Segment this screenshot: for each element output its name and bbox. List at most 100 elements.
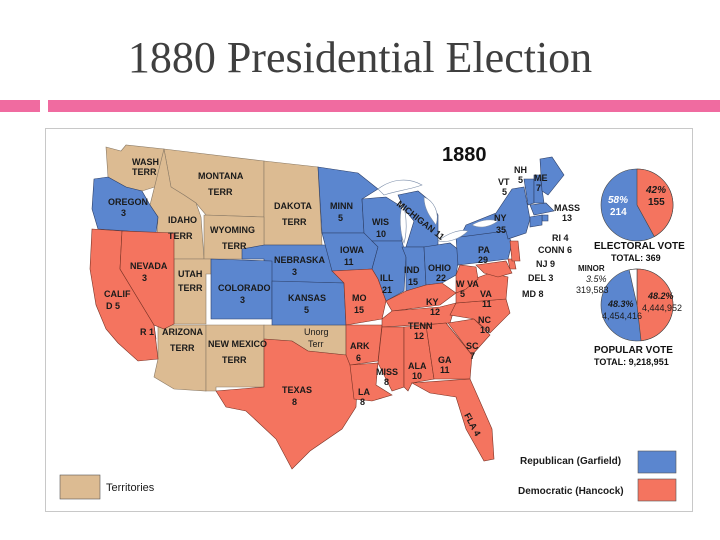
popular-rep-votes: 4,454,416 bbox=[602, 311, 642, 321]
electoral-pie-democratic-slice bbox=[636, 168, 674, 237]
label-tenn-ev: 12 bbox=[414, 331, 424, 341]
label-minn: MINN bbox=[330, 201, 353, 211]
electoral-dem-ev: 155 bbox=[648, 197, 665, 208]
popular-minor-votes: 319,583 bbox=[576, 285, 609, 295]
label-oregon: OREGON bbox=[108, 197, 148, 207]
state-maryland bbox=[475, 260, 513, 278]
label-texas-ev: 8 bbox=[292, 397, 297, 407]
label-utah: UTAH bbox=[178, 269, 202, 279]
popular-vote-chart: MINOR 3.5% 319,583 48.3% 4,454,416 48.2%… bbox=[576, 264, 682, 367]
state-texas bbox=[215, 338, 359, 470]
label-ohio-ev: 22 bbox=[436, 273, 446, 283]
label-mass: MASS bbox=[554, 203, 580, 213]
lake-michigan bbox=[399, 204, 407, 244]
lake-superior bbox=[377, 179, 423, 196]
state-arkansas bbox=[345, 324, 383, 366]
label-wyoming: WYOMING bbox=[210, 225, 255, 235]
label-kansas-ev: 5 bbox=[304, 305, 309, 315]
label-calif-r: R 1 bbox=[140, 327, 154, 337]
label-oregon-ev: 3 bbox=[121, 208, 126, 218]
label-mo: MO bbox=[352, 293, 367, 303]
lake-huron bbox=[423, 196, 438, 226]
popular-pie-democratic-slice bbox=[636, 268, 674, 342]
label-kansas: KANSAS bbox=[288, 293, 326, 303]
label-ga-ev: 11 bbox=[440, 365, 450, 375]
label-nc-ev: 10 bbox=[480, 325, 490, 335]
label-utah-terr: TERR bbox=[178, 283, 203, 293]
republican-states bbox=[91, 156, 565, 342]
label-arizona: ARIZONA bbox=[162, 327, 203, 337]
lake-ontario bbox=[471, 219, 499, 228]
label-miss: MISS bbox=[376, 367, 398, 377]
label-montana: MONTANA bbox=[198, 171, 244, 181]
label-ind: IND bbox=[404, 265, 420, 275]
accent-bar-left bbox=[0, 100, 40, 112]
label-wash: WASH bbox=[132, 157, 159, 167]
label-nevada: NEVADA bbox=[130, 261, 168, 271]
label-wis: WIS bbox=[372, 217, 389, 227]
label-nh-ev: 5 bbox=[518, 175, 523, 185]
popular-dem-pct: 48.2% bbox=[647, 291, 674, 301]
electoral-dem-pct: 42% bbox=[645, 185, 666, 196]
label-dakota: DAKOTA bbox=[274, 201, 312, 211]
label-sc-ev: 7 bbox=[470, 351, 475, 361]
label-me: ME bbox=[534, 173, 548, 183]
lake-erie bbox=[437, 230, 469, 242]
label-iowa-ev: 11 bbox=[344, 257, 354, 267]
label-ala-ev: 10 bbox=[412, 371, 422, 381]
label-pa-ev: 29 bbox=[478, 255, 488, 265]
legend: Territories Republican (Garfield) Democr… bbox=[59, 450, 677, 502]
great-lakes bbox=[377, 179, 499, 244]
map-year: 1880 bbox=[442, 144, 487, 166]
popular-total: TOTAL: 9,218,951 bbox=[594, 357, 669, 367]
label-idaho-terr: TERR bbox=[168, 231, 193, 241]
label-colorado: COLORADO bbox=[218, 283, 271, 293]
state-kentucky bbox=[385, 282, 457, 312]
popular-minor-label: MINOR bbox=[578, 264, 605, 273]
label-newmexico-terr: TERR bbox=[222, 355, 247, 365]
label-unorg: Unorg bbox=[304, 327, 329, 337]
electoral-title: ELECTORAL VOTE bbox=[594, 241, 685, 252]
label-va: VA bbox=[480, 289, 492, 299]
legend-swatch-territories bbox=[59, 474, 101, 500]
state-georgia bbox=[425, 322, 473, 380]
label-ny: NY bbox=[494, 213, 507, 223]
label-ill-ev: 21 bbox=[382, 285, 392, 295]
label-me-ev: 7 bbox=[536, 183, 541, 193]
label-calif: CALIF bbox=[104, 289, 131, 299]
popular-dem-votes: 4,444,952 bbox=[642, 303, 682, 313]
label-ala: ALA bbox=[408, 361, 427, 371]
label-miss-ev: 8 bbox=[384, 377, 389, 387]
state-west-virginia bbox=[455, 264, 479, 294]
legend-territories: Territories bbox=[106, 482, 155, 494]
label-nc: NC bbox=[478, 315, 491, 325]
state-nevada bbox=[119, 230, 175, 330]
legend-swatch-democratic bbox=[637, 478, 677, 502]
label-vt: VT bbox=[498, 177, 510, 187]
label-sc: SC bbox=[466, 341, 479, 351]
legend-republican: Republican (Garfield) bbox=[520, 456, 621, 467]
state-mississippi bbox=[377, 326, 405, 392]
label-wash-terr: TERR bbox=[132, 167, 157, 177]
label-md: MD 8 bbox=[522, 289, 544, 299]
label-tenn: TENN bbox=[408, 321, 433, 331]
label-ark-ev: 6 bbox=[356, 353, 361, 363]
label-nebraska: NEBRASKA bbox=[274, 255, 326, 265]
label-mo-ev: 15 bbox=[354, 305, 364, 315]
state-oregon bbox=[91, 176, 159, 234]
electoral-total: TOTAL: 369 bbox=[611, 253, 661, 263]
label-wva: W VA bbox=[456, 279, 479, 289]
state-florida bbox=[410, 378, 495, 462]
label-idaho: IDAHO bbox=[168, 215, 197, 225]
label-minn-ev: 5 bbox=[338, 213, 343, 223]
state-kansas bbox=[271, 280, 347, 326]
label-texas: TEXAS bbox=[282, 385, 312, 395]
label-iowa: IOWA bbox=[340, 245, 364, 255]
electoral-rep-pct: 58% bbox=[608, 195, 628, 206]
democratic-states bbox=[89, 228, 521, 470]
election-map: 1880 WASH TERR MONTANA TERR DAKOTA TERR … bbox=[59, 144, 685, 502]
label-del: DEL 3 bbox=[528, 273, 553, 283]
slide-title: 1880 Presidential Election bbox=[127, 33, 593, 82]
label-vt-ev: 5 bbox=[502, 187, 507, 197]
label-dakota-terr: TERR bbox=[282, 217, 307, 227]
